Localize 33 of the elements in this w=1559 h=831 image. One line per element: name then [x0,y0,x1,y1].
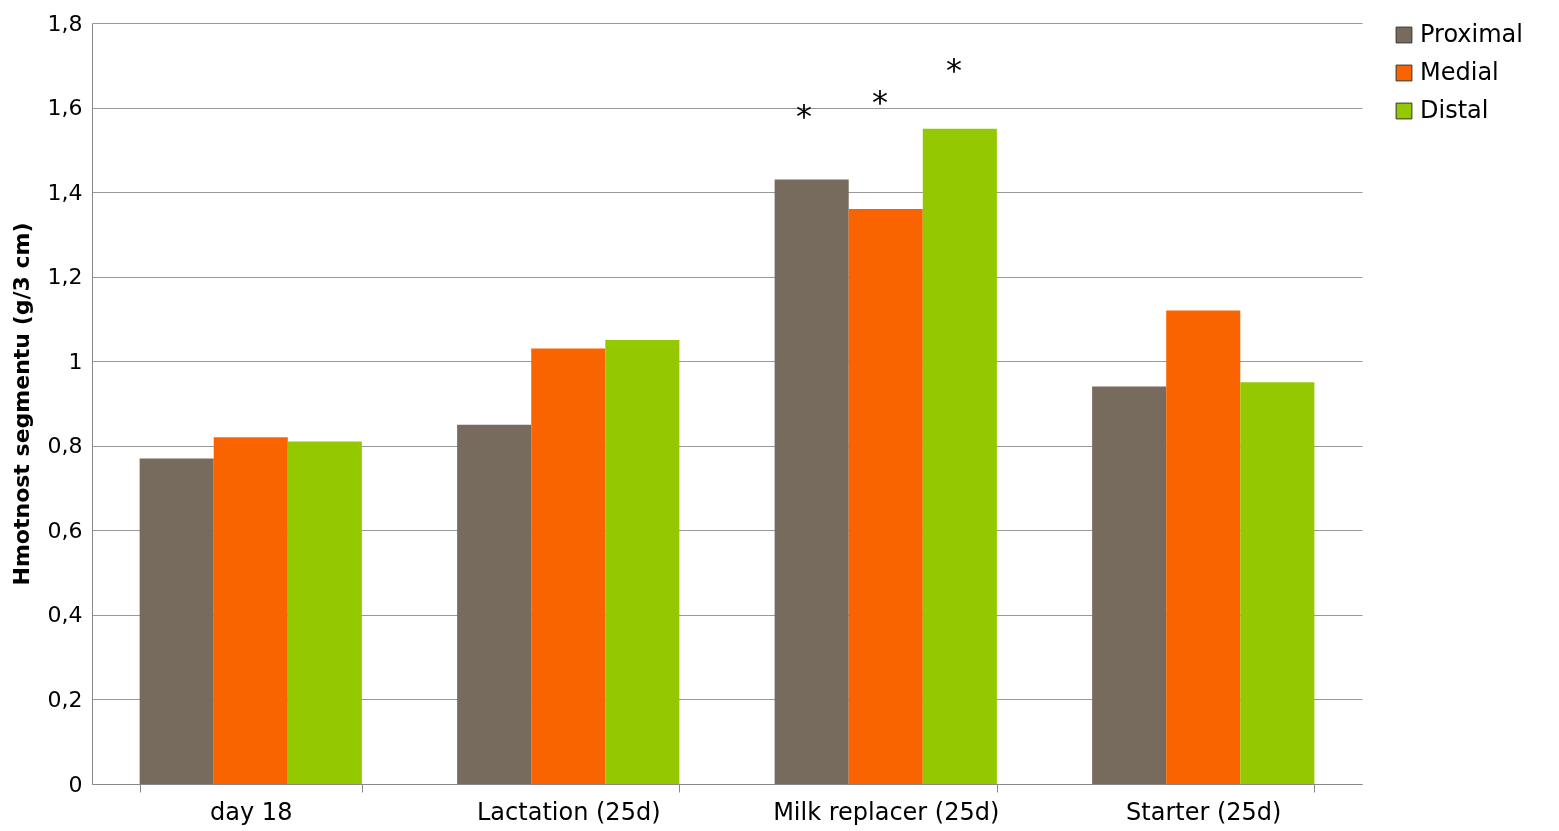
bar [213,437,288,784]
bar [605,340,680,784]
legend-label: Medial [1420,58,1499,86]
x-tick-label: Lactation (25d) [477,797,661,826]
legend-label: Distal [1420,96,1489,124]
y-tick-label: 0,4 [47,602,83,628]
bar [774,179,849,784]
bar [848,209,923,784]
bar [1166,310,1241,784]
y-tick-label: 1 [68,348,83,374]
x-tick-label: Starter (25d) [1126,797,1282,826]
y-tick-label: 1,6 [47,95,83,121]
bar [139,458,214,784]
y-axis-title: Hmotnost segmentu (g/3 cm) [8,222,34,586]
bar [287,441,362,784]
annotation: * [946,51,962,89]
legend-label: Proximal [1420,20,1523,48]
y-tick-label: 0,2 [47,686,83,712]
annotation: * [796,97,812,135]
bar [457,424,532,784]
x-tick-label: Milk replacer (25d) [773,797,1000,826]
y-tick-label: 1,2 [47,264,83,290]
x-tick-label: day 18 [210,797,293,826]
bar [1092,386,1167,784]
bar [1240,382,1315,784]
y-tick-label: 0,6 [47,517,83,543]
annotation: * [872,83,888,121]
y-tick-label: 1,8 [47,10,83,36]
y-tick-label: 0 [68,771,83,797]
y-tick-label: 0,8 [47,433,83,459]
bar [531,348,606,784]
y-tick-label: 1,4 [47,179,83,205]
bar [922,128,997,784]
